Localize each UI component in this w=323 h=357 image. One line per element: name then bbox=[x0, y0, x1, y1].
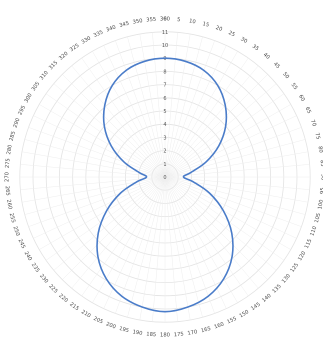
angle-tick-label: 210 bbox=[80, 309, 92, 319]
angle-tick-label: 220 bbox=[57, 293, 68, 304]
angle-tick-label: 75 bbox=[313, 132, 321, 140]
radial-tick-label: 6 bbox=[163, 96, 166, 102]
angle-tick-label: 300 bbox=[24, 92, 34, 104]
angle-tick-label: 95 bbox=[320, 187, 323, 194]
grid-spoke bbox=[165, 32, 178, 177]
angle-tick-label: 350 bbox=[132, 18, 143, 26]
angle-tick-label: 115 bbox=[304, 238, 314, 250]
angle-tick-label: 135 bbox=[271, 283, 282, 294]
grid-spoke bbox=[165, 177, 203, 317]
radial-tick-label: 10 bbox=[162, 43, 168, 49]
angle-tick-label: 305 bbox=[31, 81, 42, 93]
angle-tick-label: 265 bbox=[4, 186, 11, 196]
angle-tick-label: 260 bbox=[5, 199, 13, 210]
angle-tick-label: 205 bbox=[92, 316, 104, 326]
angle-tick-label: 15 bbox=[202, 21, 210, 29]
angle-tick-label: 70 bbox=[309, 119, 317, 127]
angle-tick-label: 185 bbox=[146, 331, 156, 338]
angle-tick-label: 280 bbox=[6, 144, 14, 155]
angle-tick-label: 255 bbox=[8, 212, 16, 223]
angle-tick-label: 55 bbox=[290, 82, 299, 91]
grid-spoke bbox=[152, 32, 165, 177]
angle-tick-label: 160 bbox=[214, 321, 225, 330]
angle-tick-label: 245 bbox=[17, 238, 27, 250]
radial-tick-label: 9 bbox=[163, 56, 166, 62]
radial-tick-label: 3 bbox=[163, 135, 166, 141]
radial-tick-label: 4 bbox=[163, 122, 166, 128]
angle-tick-label: 270 bbox=[5, 172, 11, 182]
radial-tick-label: 7 bbox=[163, 83, 166, 89]
angle-tick-label: 110 bbox=[309, 226, 318, 237]
grid-spoke bbox=[33, 116, 165, 177]
angle-tick-label: 35 bbox=[251, 44, 260, 53]
angle-tick-label: 60 bbox=[297, 94, 306, 103]
angle-tick-label: 225 bbox=[47, 283, 58, 294]
angle-tick-label: 140 bbox=[261, 293, 272, 304]
grid-spoke bbox=[165, 177, 178, 322]
grid-spoke bbox=[25, 139, 165, 177]
angle-tick-label: 345 bbox=[119, 21, 130, 29]
angle-tick-label: 80 bbox=[317, 146, 323, 154]
grid-spoke bbox=[165, 177, 305, 215]
angle-tick-label: 275 bbox=[5, 158, 12, 168]
angle-tick-label: 315 bbox=[48, 60, 59, 71]
angle-tick-label: 320 bbox=[58, 51, 69, 62]
angle-tick-label: 100 bbox=[317, 199, 323, 210]
angle-tick-label: 175 bbox=[174, 331, 184, 338]
angle-tick-label: 325 bbox=[69, 43, 81, 54]
angle-tick-label: 230 bbox=[38, 273, 49, 284]
radial-tick-label: 11 bbox=[162, 30, 168, 36]
angle-tick-label: 250 bbox=[12, 226, 21, 237]
angle-tick-label: 310 bbox=[39, 70, 50, 81]
angle-tick-label: 145 bbox=[250, 302, 262, 313]
angle-tick-label: 5 bbox=[177, 17, 181, 23]
radial-tick-label: 5 bbox=[163, 109, 166, 115]
angle-tick-label: 335 bbox=[93, 29, 105, 39]
angle-tick-label: 235 bbox=[30, 262, 41, 274]
angle-tick-label: 50 bbox=[281, 71, 290, 80]
angle-tick-label: 285 bbox=[9, 131, 17, 142]
angle-tick-label: 165 bbox=[200, 326, 211, 334]
radial-tick-label: 8 bbox=[163, 69, 166, 75]
angle-tick-label: 40 bbox=[262, 52, 271, 61]
angle-tick-label: 150 bbox=[238, 309, 250, 319]
angle-tick-label: 155 bbox=[226, 316, 238, 326]
angle-tick-label: 105 bbox=[314, 212, 322, 223]
grid-spoke bbox=[165, 116, 297, 177]
angle-tick-label: 180 bbox=[160, 333, 170, 339]
angle-tick-label: 25 bbox=[227, 30, 236, 38]
angle-tick-label: 170 bbox=[187, 329, 198, 337]
angle-tick-label: 360 bbox=[160, 17, 170, 23]
angle-tick-label: 130 bbox=[281, 273, 292, 284]
angle-tick-label: 200 bbox=[105, 321, 116, 330]
angle-tick-label: 65 bbox=[304, 106, 312, 115]
angle-tick-label: 10 bbox=[189, 18, 197, 25]
angle-tick-label: 30 bbox=[239, 36, 248, 45]
angle-tick-label: 215 bbox=[68, 302, 80, 313]
angle-tick-label: 330 bbox=[80, 36, 92, 46]
radial-tick-label: 2 bbox=[163, 149, 166, 155]
angle-tick-label: 90 bbox=[320, 174, 323, 181]
angle-tick-label: 120 bbox=[297, 250, 307, 262]
angle-tick-label: 190 bbox=[132, 329, 143, 337]
angle-tick-label: 125 bbox=[290, 262, 301, 274]
radial-tick-label: 0 bbox=[163, 175, 166, 181]
grid-spoke bbox=[25, 177, 165, 215]
angle-tick-label: 290 bbox=[12, 117, 21, 128]
angle-tick-label: 295 bbox=[17, 105, 27, 117]
angle-tick-label: 85 bbox=[319, 160, 323, 167]
angle-tick-label: 240 bbox=[23, 250, 33, 262]
radial-tick-label: 1 bbox=[163, 162, 166, 168]
grid-spoke bbox=[127, 177, 165, 317]
grid-spoke bbox=[152, 177, 165, 322]
angle-tick-label: 355 bbox=[146, 17, 156, 24]
grid-spoke bbox=[165, 139, 305, 177]
angle-tick-label: 45 bbox=[272, 61, 281, 70]
angle-tick-label: 20 bbox=[215, 25, 223, 33]
angle-tick-label: 195 bbox=[118, 326, 129, 334]
angle-tick-label: 340 bbox=[105, 24, 116, 33]
